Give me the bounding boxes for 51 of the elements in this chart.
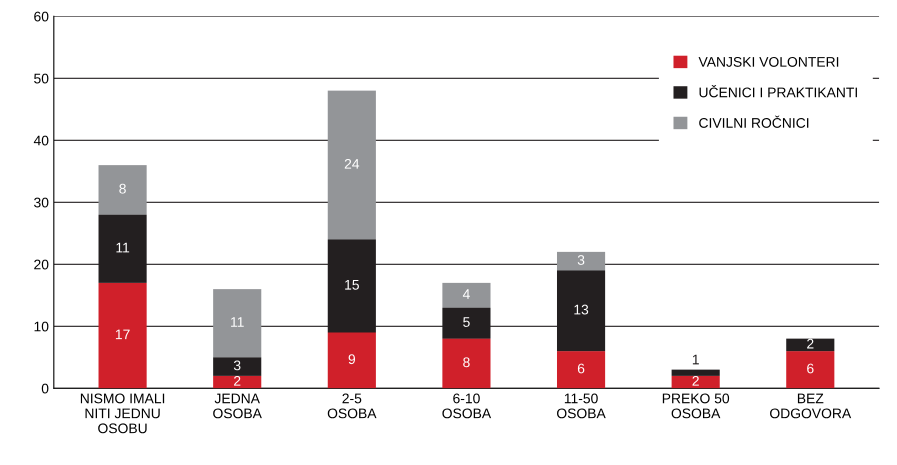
bar xyxy=(786,338,834,352)
x-tick-label: PREKO 50 OSOBA xyxy=(662,394,730,418)
y-tick-label: 50 xyxy=(34,74,48,84)
bar xyxy=(98,165,147,215)
y-tick-label: 60 xyxy=(34,12,48,22)
legend-label: UČENICI I PRAKTIKANTI xyxy=(700,85,857,98)
bar xyxy=(328,332,376,388)
x-tick-label: 11-50 OSOBA xyxy=(557,394,606,418)
data-label: 17 xyxy=(116,330,130,340)
data-label: 11 xyxy=(231,317,244,327)
x-tick-label: 6-10 OSOBA xyxy=(442,394,492,418)
data-label: 15 xyxy=(345,280,359,290)
data-label: 4 xyxy=(462,289,470,299)
y-tick-label: 0 xyxy=(42,384,48,394)
bar xyxy=(672,370,720,376)
data-label: 11 xyxy=(116,242,130,252)
y-tick-label: 40 xyxy=(34,136,48,146)
bar xyxy=(442,282,491,308)
y-tick-label: 30 xyxy=(34,198,48,208)
x-tick-label: JEDNA OSOBA xyxy=(213,394,262,418)
bar xyxy=(442,338,491,388)
bar xyxy=(672,376,720,388)
bar xyxy=(213,376,262,388)
bar xyxy=(213,357,262,376)
data-label: 6 xyxy=(578,364,584,374)
y-tick-label: 20 xyxy=(34,260,48,270)
data-label: 5 xyxy=(463,317,470,327)
data-label: 3 xyxy=(578,255,584,265)
data-label: 3 xyxy=(234,360,240,370)
y-tick-label: 10 xyxy=(34,322,48,332)
bar xyxy=(556,351,606,388)
data-label: 8 xyxy=(463,357,470,368)
bar xyxy=(213,289,262,358)
data-label: 8 xyxy=(119,184,126,194)
x-tick-label: NISMO IMALI NITI JEDNU OSOBU xyxy=(80,394,164,434)
data-label: 2 xyxy=(692,376,699,386)
data-label: 6 xyxy=(807,364,814,374)
bar xyxy=(786,351,834,388)
bar xyxy=(556,252,606,270)
x-tick-label: BEZ ODGOVORA xyxy=(770,394,852,418)
data-label: 24 xyxy=(344,158,360,169)
data-label: 1 xyxy=(692,354,699,364)
data-label: 2 xyxy=(234,376,240,386)
data-label: 9 xyxy=(348,354,356,364)
bar xyxy=(328,90,376,240)
legend-label: CIVILNI ROČNICI xyxy=(699,116,808,128)
bar xyxy=(98,282,147,388)
data-label: 2 xyxy=(807,338,814,348)
data-label: 13 xyxy=(574,304,588,315)
x-tick-label: 2-5 OSOBA xyxy=(328,394,376,418)
legend-label: VANJSKI VOLONTERI xyxy=(698,56,838,67)
